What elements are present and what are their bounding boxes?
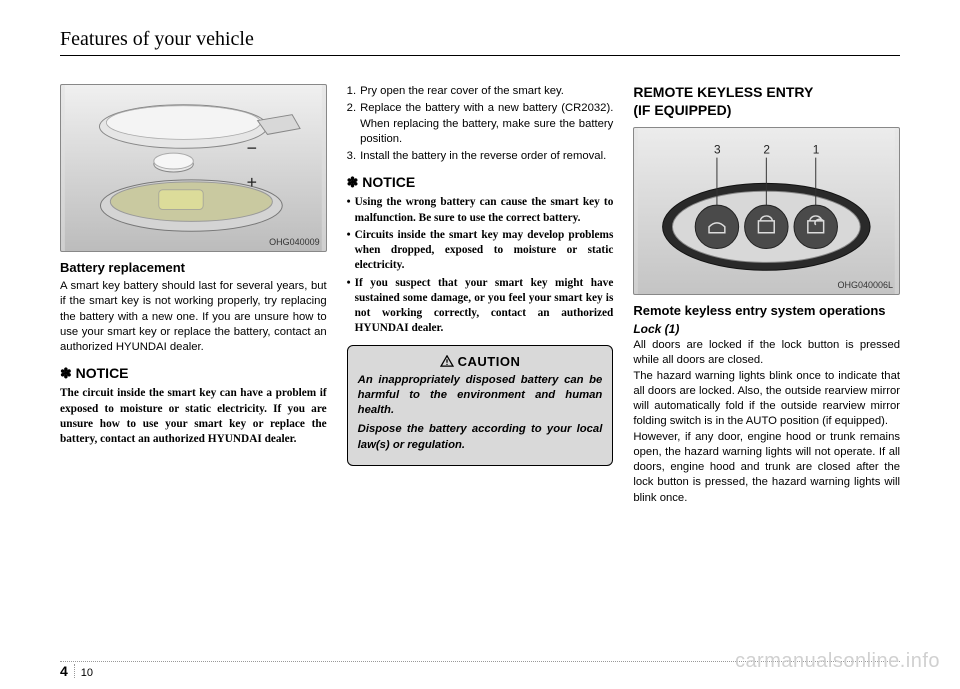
svg-text:−: −: [247, 138, 257, 158]
caution-heading: CAUTION: [358, 354, 603, 369]
watermark: carmanualsonline.info: [735, 650, 940, 673]
warning-triangle-icon: [440, 355, 454, 367]
list-item: •Circuits inside the smart key may devel…: [347, 228, 614, 274]
notice-marker-icon: ✽: [347, 176, 359, 191]
rke-para1: All doors are locked if the lock button …: [633, 338, 900, 369]
list-item: 2.Replace the battery with a new battery…: [347, 101, 614, 147]
notice-heading: ✽ NOTICE: [347, 174, 614, 192]
caution-label: CAUTION: [458, 354, 521, 369]
figure-remote-key: 3 2 1 OHG040006L: [633, 127, 900, 295]
rke-para3: However, if any door, engine hood or tru…: [633, 430, 900, 506]
lock-label: Lock (1): [633, 322, 900, 336]
notice-heading: ✽ NOTICE: [60, 365, 327, 383]
section-line2: (IF EQUIPPED): [633, 102, 731, 118]
list-item: •If you suspect that your smart key migh…: [347, 276, 614, 337]
list-item: 3.Install the battery in the reverse ord…: [347, 149, 614, 164]
notice-bullet-list: •Using the wrong battery can cause the s…: [347, 195, 614, 336]
step-text: Pry open the rear cover of the smart key…: [360, 84, 564, 99]
footer-page-number: 10: [81, 667, 93, 679]
column-3: REMOTE KEYLESS ENTRY (IF EQUIPPED): [633, 84, 900, 516]
step-text: Install the battery in the reverse order…: [360, 149, 606, 164]
footer-section-tab: 4: [60, 664, 75, 678]
figure-battery-replacement: − + OHG040009: [60, 84, 327, 252]
section-heading-rke: REMOTE KEYLESS ENTRY (IF EQUIPPED): [633, 84, 900, 119]
notice-item-text: If you suspect that your smart key might…: [355, 276, 614, 337]
caution-box: CAUTION An inappropriately disposed batt…: [347, 345, 614, 466]
caution-p2: Dispose the battery according to your lo…: [358, 422, 603, 453]
subhead-battery-replacement: Battery replacement: [60, 260, 327, 275]
subhead-rke-operations: Remote keyless entry system operations: [633, 303, 900, 318]
notice-label: NOTICE: [76, 365, 129, 381]
notice-marker-icon: ✽: [60, 367, 72, 382]
callout-1: 1: [813, 143, 820, 157]
step-text: Replace the battery with a new battery (…: [360, 101, 613, 147]
para-battery-replacement: A smart key battery should last for seve…: [60, 279, 327, 355]
svg-text:+: +: [247, 172, 257, 192]
caution-body: An inappropriately disposed battery can …: [358, 373, 603, 453]
callout-2: 2: [764, 143, 771, 157]
rke-para2: The hazard warning lights blink once to …: [633, 369, 900, 430]
notice-body-1: The circuit inside the smart key can hav…: [60, 386, 327, 447]
callout-3: 3: [714, 143, 721, 157]
page-header-title: Features of your vehicle: [60, 28, 900, 53]
figure-code: OHG040006L: [837, 280, 893, 290]
column-1: − + OHG040009 Battery replacement A smar…: [60, 84, 327, 516]
battery-steps-list: 1.Pry open the rear cover of the smart k…: [347, 84, 614, 164]
list-item: •Using the wrong battery can cause the s…: [347, 195, 614, 226]
column-2: 1.Pry open the rear cover of the smart k…: [347, 84, 614, 516]
notice-label: NOTICE: [362, 174, 415, 190]
list-item: 1.Pry open the rear cover of the smart k…: [347, 84, 614, 99]
notice-item-text: Circuits inside the smart key may develo…: [355, 228, 614, 274]
section-line1: REMOTE KEYLESS ENTRY: [633, 84, 813, 100]
header-rule: [60, 55, 900, 56]
figure-code: OHG040009: [269, 237, 320, 247]
caution-p1: An inappropriately disposed battery can …: [358, 373, 603, 419]
notice-item-text: Using the wrong battery can cause the sm…: [355, 195, 614, 226]
